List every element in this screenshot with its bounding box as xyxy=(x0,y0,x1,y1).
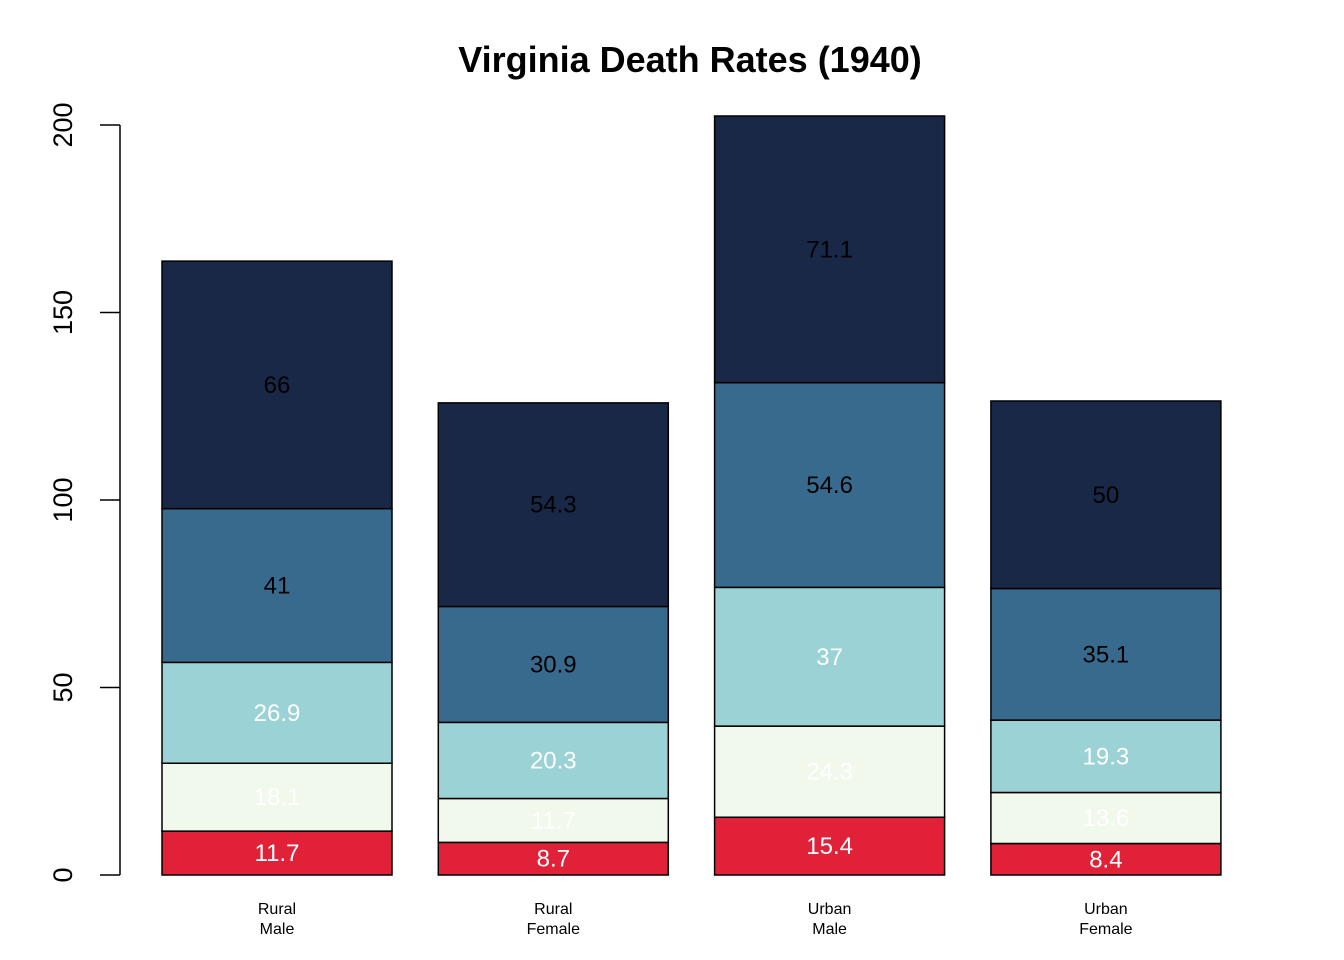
chart-title: Virginia Death Rates (1940) xyxy=(458,39,922,80)
bar-segment xyxy=(713,586,946,727)
bar-segment xyxy=(161,661,393,764)
data-label: 8.4 xyxy=(1089,846,1122,873)
bar-segment xyxy=(161,260,393,510)
data-label: 50 xyxy=(1093,482,1120,509)
y-tick-label: 50 xyxy=(48,672,78,702)
bar-segment xyxy=(713,725,946,818)
x-tick-label: Male xyxy=(812,921,847,938)
bar-segment xyxy=(437,797,670,844)
x-tick-label: Urban xyxy=(1084,901,1128,918)
y-axis: 0 50 100 150 200 xyxy=(48,102,121,883)
bar-segment xyxy=(437,721,670,800)
data-label: 66 xyxy=(264,372,291,399)
x-tick-label: Urban xyxy=(808,901,852,918)
data-label: 18.1 xyxy=(254,784,301,811)
data-label: 35.1 xyxy=(1083,641,1130,668)
bar-segment xyxy=(990,587,1222,721)
bar-segment xyxy=(437,605,670,724)
bar-segment xyxy=(161,762,393,832)
data-label: 8.7 xyxy=(537,846,570,873)
bar-segment xyxy=(990,791,1222,845)
y-tick-label: 0 xyxy=(48,867,78,882)
data-label: 71.1 xyxy=(806,236,853,263)
y-tick-label: 150 xyxy=(48,290,78,335)
data-label: 19.3 xyxy=(1083,743,1130,770)
data-label: 30.9 xyxy=(530,651,577,678)
y-tick-label: 100 xyxy=(48,477,78,522)
bar-segment xyxy=(713,381,946,589)
bar-segment xyxy=(437,841,670,876)
x-axis-labels: Rural Male Rural Female Urban Male Urban Female xyxy=(258,901,1133,938)
data-label: 11.7 xyxy=(255,840,300,867)
bar-segment xyxy=(713,115,946,384)
data-label: 11.7 xyxy=(531,807,576,834)
x-tick-label: Male xyxy=(260,921,295,938)
bar-segment xyxy=(990,400,1222,590)
x-tick-label: Female xyxy=(1079,921,1132,938)
data-label: 26.9 xyxy=(254,700,301,727)
bar-segment xyxy=(713,816,946,876)
data-label: 13.6 xyxy=(1083,805,1130,832)
data-label: 54.6 xyxy=(806,472,853,499)
data-label: 37 xyxy=(816,644,843,671)
bar-segment xyxy=(437,402,670,608)
bar-segment xyxy=(990,842,1222,876)
x-tick-label: Rural xyxy=(534,901,572,918)
data-label: 15.4 xyxy=(806,833,853,860)
bar-group: 11.7 18.1 26.9 41 66 8.7 11.7 20.3 30.9 54.3 15.4 2… xyxy=(161,115,1222,876)
data-label: 41 xyxy=(264,573,291,600)
data-label: 20.3 xyxy=(530,747,577,774)
bar-segment xyxy=(161,830,393,876)
x-tick-label: Female xyxy=(527,921,580,938)
data-label: 24.3 xyxy=(806,759,853,786)
data-label: 54.3 xyxy=(530,492,577,519)
x-tick-label: Rural xyxy=(258,901,296,918)
y-tick-label: 200 xyxy=(48,102,78,147)
